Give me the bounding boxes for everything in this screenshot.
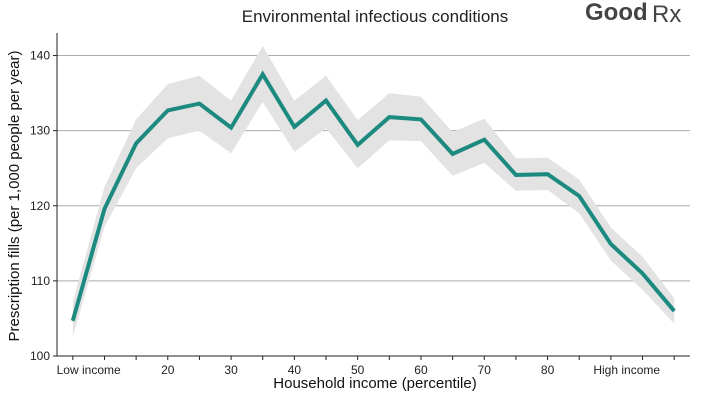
brand-mark: Rx bbox=[652, 1, 681, 28]
x-tick-label: 60 bbox=[414, 363, 428, 377]
data-point bbox=[72, 320, 74, 322]
data-point bbox=[483, 139, 485, 141]
data-point bbox=[388, 116, 390, 118]
data-point bbox=[452, 153, 454, 155]
data-point bbox=[642, 272, 644, 274]
y-axis-label: Prescription fills (per 1,000 people per… bbox=[6, 51, 23, 342]
data-series bbox=[70, 70, 676, 322]
data-point bbox=[357, 144, 359, 146]
data-point bbox=[293, 126, 295, 128]
y-tick-label: 130 bbox=[30, 124, 50, 138]
data-point bbox=[167, 109, 169, 111]
data-point bbox=[103, 208, 105, 210]
data-point bbox=[198, 103, 200, 105]
data-point bbox=[135, 142, 137, 144]
data-point bbox=[230, 127, 232, 129]
y-tick-label: 100 bbox=[30, 349, 50, 363]
y-tick-label: 110 bbox=[31, 274, 50, 288]
data-point bbox=[515, 174, 517, 176]
x-tick-label: 70 bbox=[478, 363, 492, 377]
y-axis-ticks: 100 110 120 130 140 bbox=[30, 49, 57, 363]
data-point bbox=[325, 100, 327, 102]
x-axis-ticks: Low income 20 30 40 50 60 70 80 High income bbox=[57, 356, 675, 377]
y-tick-label: 120 bbox=[30, 199, 50, 213]
y-tick-label: 140 bbox=[30, 49, 50, 63]
x-tick-label: 50 bbox=[351, 363, 365, 377]
series-line bbox=[70, 70, 676, 322]
data-point bbox=[610, 243, 612, 245]
data-point bbox=[547, 173, 549, 175]
data-point bbox=[673, 310, 675, 312]
x-tick-label: 40 bbox=[288, 363, 302, 377]
x-tick-label: 80 bbox=[541, 363, 555, 377]
confidence-band bbox=[72, 45, 675, 338]
x-tick-label: High income bbox=[593, 363, 660, 377]
brand-logo: Good Rx bbox=[585, 0, 681, 28]
brand-word: Good bbox=[585, 0, 648, 26]
chart-title: Environmental infectious conditions bbox=[242, 7, 508, 26]
axes bbox=[56, 33, 690, 357]
confidence-band-area bbox=[72, 45, 675, 338]
data-point bbox=[578, 195, 580, 197]
data-point bbox=[262, 73, 264, 75]
x-tick-label: 20 bbox=[161, 363, 175, 377]
data-point bbox=[420, 118, 422, 120]
gridlines bbox=[57, 55, 690, 282]
x-axis-label: Household income (percentile) bbox=[273, 375, 476, 392]
x-tick-label: Low income bbox=[57, 363, 121, 377]
x-tick-label: 30 bbox=[224, 363, 238, 377]
